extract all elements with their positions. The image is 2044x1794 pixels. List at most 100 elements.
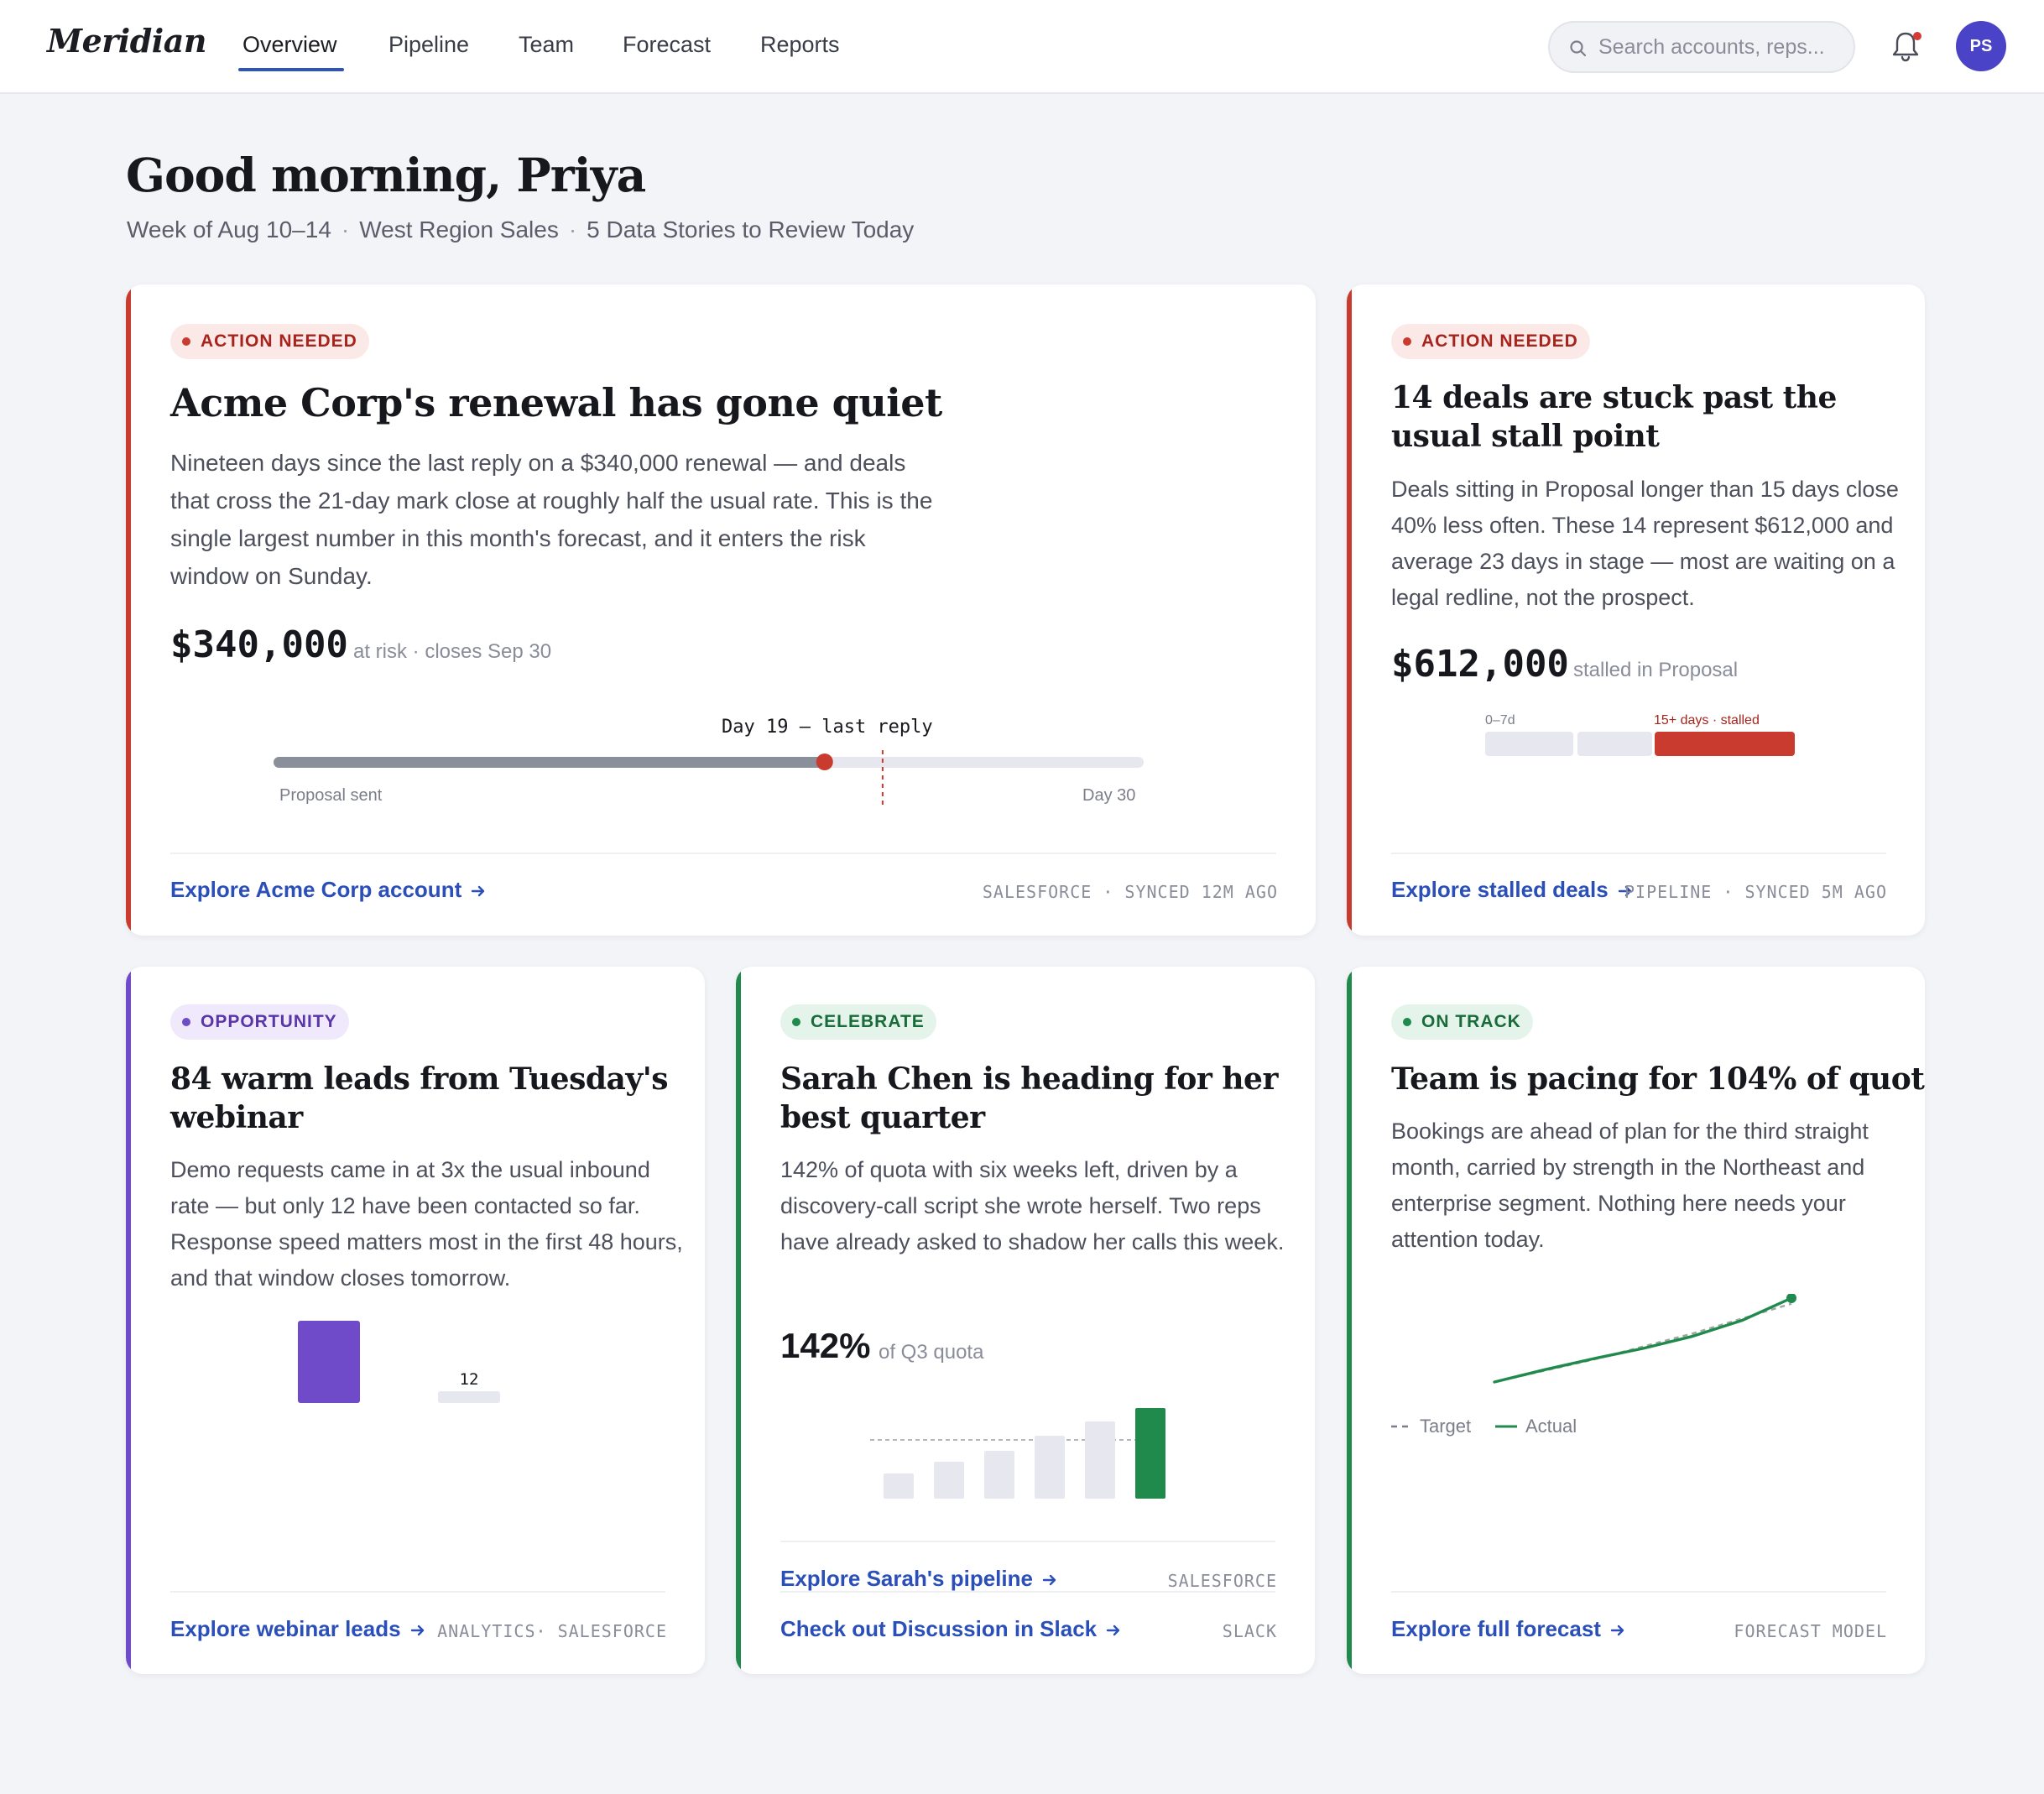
active-tab-indicator (238, 68, 344, 71)
explore-sarah-link[interactable]: Explore Sarah's pipeline (780, 1566, 1058, 1592)
arrow-right-icon (1106, 1625, 1120, 1636)
story-card-sarah: CELEBRATE Sarah Chen is heading for her … (736, 967, 1315, 1674)
card-body: Deals sitting in Proposal longer than 15… (1391, 477, 1899, 610)
search-input[interactable] (1598, 31, 1842, 63)
avatar[interactable]: PS (1956, 21, 2006, 71)
data-source: FORECAST MODEL (1734, 1621, 1887, 1641)
badge-label: ACTION NEEDED (1421, 331, 1578, 351)
page-title: Good morning, Priya (126, 148, 646, 202)
card-title: Sarah Chen is heading for her best quart… (780, 1061, 1278, 1135)
card-title: 84 warm leads from Tuesday's webinar (170, 1061, 669, 1135)
bar-right-label: 15+ days · stalled (1654, 713, 1760, 728)
pacing-line-chart (1493, 1294, 1796, 1384)
explore-forecast-link[interactable]: Explore full forecast (1391, 1616, 1626, 1642)
card-accent-stripe (1347, 967, 1352, 1674)
badge-dot (182, 337, 190, 346)
arrow-right-icon (472, 885, 485, 897)
timeline-end-label: Day 30 (1082, 786, 1136, 805)
badge-dot (1403, 1018, 1411, 1026)
card-divider (170, 853, 1276, 854)
tab-team[interactable]: Team (519, 32, 575, 57)
tab-overview[interactable]: Overview (242, 32, 337, 57)
badge-dot (792, 1018, 800, 1026)
week-label: Week of Aug 10–14 (127, 216, 331, 243)
actual-latest-point[interactable] (1786, 1294, 1796, 1303)
quota-bar-q2[interactable] (934, 1462, 964, 1499)
card-title: 14 deals are stuck past the usual stall … (1391, 380, 1837, 454)
search-icon (1570, 40, 1587, 57)
status-badge: ACTION NEEDED (1391, 324, 1590, 359)
bar-leads[interactable] (298, 1321, 360, 1403)
timeline-current-marker[interactable] (816, 754, 833, 770)
quota-bar-q5[interactable] (1085, 1421, 1115, 1499)
tab-forecast[interactable]: Forecast (623, 32, 712, 57)
badge-label: ACTION NEEDED (201, 331, 357, 351)
stage-bar-stalled[interactable] (1655, 732, 1795, 756)
explore-acme-link[interactable]: Explore Acme Corp account (170, 877, 487, 903)
story-card-quota: ON TRACK Team is pacing for 104% of quot… (1347, 967, 1925, 1674)
tab-reports[interactable]: Reports (760, 32, 840, 57)
card-accent-stripe (126, 284, 131, 936)
timeline-start-label: Proposal sent (279, 786, 383, 805)
badge-label: CELEBRATE (811, 1012, 925, 1031)
tab-pipeline[interactable]: Pipeline (388, 32, 470, 57)
badge-dot (1403, 337, 1411, 346)
card-accent-stripe (736, 967, 741, 1674)
card-divider (1391, 853, 1886, 854)
card-metric-note: stalled in Proposal (1573, 659, 1739, 681)
link-label: Explore webinar leads (170, 1616, 401, 1641)
bar-contacted[interactable] (438, 1391, 500, 1403)
notification-dot (1913, 32, 1921, 40)
bar-left-label: 0–7d (1485, 713, 1515, 728)
arrow-right-icon (1610, 1625, 1624, 1636)
data-source: SLACK (1222, 1621, 1277, 1641)
timeline-progress (274, 757, 825, 768)
stage-bar-0-7d (1485, 732, 1573, 756)
data-source: SALESFORCE (1167, 1571, 1277, 1591)
data-source: ANALYTICS· SALESFORCE (437, 1621, 667, 1641)
badge-label: ON TRACK (1421, 1012, 1521, 1031)
link-label: Explore stalled deals (1391, 877, 1609, 902)
brand-logo[interactable]: Meridian (47, 22, 206, 60)
link-label: Check out Discussion in Slack (780, 1616, 1098, 1641)
card-accent-stripe (1347, 284, 1352, 936)
link-label: Explore full forecast (1391, 1616, 1601, 1641)
data-source: PIPELINE · SYNCED 5M AGO (1624, 882, 1887, 902)
quota-bar-q4[interactable] (1035, 1436, 1065, 1499)
bell-icon[interactable] (1890, 30, 1921, 62)
leads-bar-chart: 8412 (298, 1321, 500, 1403)
story-card-webinar: OPPORTUNITY 84 warm leads from Tuesday's… (126, 967, 705, 1674)
timeline-chart (274, 750, 1144, 809)
timeline-marker-label: Day 19 — last reply (722, 717, 933, 738)
actual-line (1493, 1296, 1793, 1384)
story-card-acme: ACTION NEEDED Acme Corp's renewal has go… (126, 284, 1316, 936)
slack-discussion-link[interactable]: Check out Discussion in Slack (780, 1616, 1122, 1642)
status-badge: ON TRACK (1391, 1004, 1533, 1040)
data-source: SALESFORCE · SYNCED 12M AGO (982, 882, 1278, 902)
explore-stalled-link[interactable]: Explore stalled deals (1391, 877, 1634, 903)
card-metric: $612,000 (1391, 643, 1569, 686)
stories-count: 5 Data Stories to Review Today (587, 216, 915, 243)
quota-bar-q1[interactable] (884, 1473, 914, 1499)
region-label: West Region Sales (359, 216, 559, 243)
stage-bar-8-14d (1577, 732, 1652, 756)
quota-bar-q6[interactable] (1135, 1408, 1165, 1499)
card-title: Team is pacing for 104% of quota (1391, 1061, 1925, 1097)
link-label: Explore Sarah's pipeline (780, 1566, 1033, 1591)
quota-bar-q3[interactable] (984, 1451, 1014, 1499)
card-body: Nineteen days since the last reply on a … (170, 450, 933, 589)
arrow-right-icon (1042, 1574, 1056, 1586)
bar-value-label: 12 (460, 1370, 479, 1389)
top-nav: Meridian Overview Pipeline Team Forecast… (0, 0, 2044, 94)
page-subtitle: Week of Aug 10–14 · West Region Sales · 5 Da… (127, 216, 915, 243)
arrow-right-icon (1618, 885, 1631, 897)
card-divider (780, 1591, 1275, 1593)
arrow-right-icon (410, 1625, 424, 1636)
search-box[interactable] (1548, 21, 1855, 73)
legend-target-swatch (1391, 1425, 1413, 1428)
badge-label: OPPORTUNITY (201, 1012, 337, 1031)
legend-actual-swatch (1495, 1425, 1517, 1428)
explore-webinar-link[interactable]: Explore webinar leads (170, 1616, 426, 1642)
status-badge: CELEBRATE (780, 1004, 936, 1040)
card-body: Bookings are ahead of plan for the third… (1391, 1119, 1869, 1252)
